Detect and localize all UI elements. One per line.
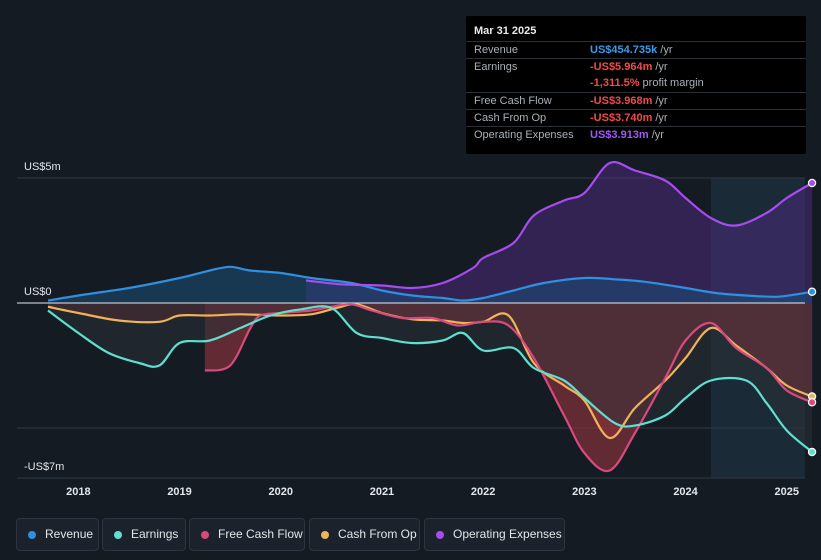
x-axis-label: 2021	[370, 486, 394, 498]
tooltip-panel: Mar 31 2025 Revenue US$454.735k/yr Earni…	[466, 16, 806, 154]
area-earnings	[48, 303, 813, 452]
line-operating-expenses	[305, 161, 813, 290]
tooltip-row-margin: -1,311.5% profit margin	[466, 75, 806, 92]
legend-item-free-cash-flow[interactable]: Free Cash Flow	[189, 518, 305, 551]
x-axis-label: 2025	[775, 486, 799, 498]
tooltip-label: Operating Expenses	[474, 129, 574, 141]
area-operating-expenses	[306, 162, 813, 303]
x-axis-label: 2020	[269, 486, 293, 498]
tooltip-label: Earnings	[474, 61, 518, 73]
x-axis-label: 2019	[167, 486, 191, 498]
tooltip-label: Free Cash Flow	[474, 95, 552, 107]
line-revenue	[47, 265, 813, 302]
line-earnings	[47, 305, 813, 453]
tooltip-row-fcf: Free Cash Flow -US$3.968m/yr	[466, 92, 806, 110]
endpoint-earnings	[807, 447, 817, 457]
legend-dot-icon	[321, 531, 329, 539]
x-axis-label: 2023	[572, 486, 596, 498]
tooltip-row-earnings: Earnings -US$5.964m/yr	[466, 58, 806, 76]
y-axis-label: US$0	[24, 286, 52, 298]
legend-dot-icon	[114, 531, 122, 539]
x-axis-label: 2018	[66, 486, 90, 498]
tooltip-value: US$3.913m/yr	[590, 129, 664, 141]
tooltip-date: Mar 31 2025	[474, 25, 537, 37]
legend-dot-icon	[436, 531, 444, 539]
line-cash-from-op	[47, 303, 813, 440]
tooltip-value: -US$5.964m/yr	[590, 61, 668, 73]
tooltip-value: -US$3.740m/yr	[590, 112, 668, 124]
area-revenue	[48, 266, 813, 303]
endpoint-operating-expenses	[807, 178, 817, 188]
y-axis-label: -US$7m	[24, 461, 64, 473]
legend-item-revenue[interactable]: Revenue	[16, 518, 99, 551]
legend-item-cash-from-op[interactable]: Cash From Op	[309, 518, 420, 551]
legend-dot-icon	[201, 531, 209, 539]
tooltip-value: -1,311.5% profit margin	[590, 77, 704, 89]
legend-item-operating-expenses[interactable]: Operating Expenses	[424, 518, 565, 551]
x-axis-label: 2022	[471, 486, 495, 498]
tooltip-value: -US$3.968m/yr	[590, 95, 668, 107]
endpoint-revenue	[807, 287, 817, 296]
tooltip-label: Revenue	[474, 44, 519, 56]
y-axis-label: US$5m	[24, 161, 61, 173]
endpoint-free-cash-flow	[807, 398, 817, 407]
tooltip-value: US$454.735k/yr	[590, 44, 673, 56]
legend-dot-icon	[28, 531, 36, 539]
x-axis-label: 2024	[673, 486, 698, 498]
tooltip-row-revenue: Revenue US$454.735k/yr	[466, 41, 806, 59]
tooltip-row-opex: Operating Expenses US$3.913m/yr	[466, 126, 806, 144]
tooltip-label: Cash From Op	[474, 112, 547, 124]
legend-item-earnings[interactable]: Earnings	[102, 518, 186, 551]
tooltip-row-cfo: Cash From Op -US$3.740m/yr	[466, 109, 806, 127]
